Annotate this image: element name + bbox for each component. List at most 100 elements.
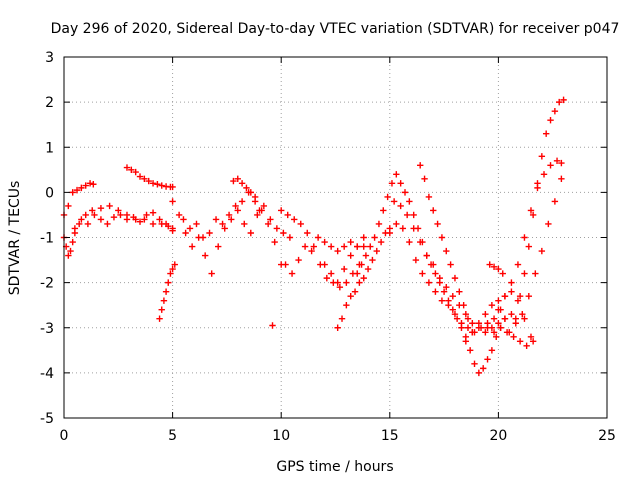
data-point bbox=[304, 229, 311, 237]
data-point bbox=[449, 306, 456, 313]
series-arc-20 bbox=[484, 324, 537, 349]
data-point bbox=[529, 338, 537, 345]
y-tick-label: -3 bbox=[40, 321, 54, 337]
series-arc-9 bbox=[269, 322, 276, 329]
data-point bbox=[558, 175, 565, 183]
data-point bbox=[464, 324, 472, 331]
series-arc-3 bbox=[71, 209, 176, 234]
data-point bbox=[508, 279, 515, 286]
data-point bbox=[525, 292, 533, 300]
data-point bbox=[484, 356, 491, 363]
data-point bbox=[158, 182, 165, 189]
data-point bbox=[419, 270, 426, 277]
data-point bbox=[501, 292, 509, 300]
data-point bbox=[97, 216, 105, 223]
data-point bbox=[490, 329, 498, 336]
data-point bbox=[73, 186, 81, 194]
data-point bbox=[78, 216, 85, 223]
data-point bbox=[343, 279, 350, 286]
data-point bbox=[399, 225, 407, 232]
data-point bbox=[219, 220, 226, 228]
data-point bbox=[167, 270, 174, 277]
data-point bbox=[360, 234, 367, 241]
data-point bbox=[466, 347, 474, 354]
data-point bbox=[421, 175, 428, 183]
y-tick-label: -4 bbox=[40, 366, 54, 382]
data-point bbox=[308, 247, 315, 255]
data-point bbox=[162, 220, 170, 228]
y-tick-label: -1 bbox=[40, 231, 54, 247]
data-point bbox=[347, 238, 354, 246]
y-tick-label: -5 bbox=[40, 411, 54, 427]
data-point bbox=[136, 173, 144, 180]
data-point bbox=[230, 177, 237, 185]
data-point bbox=[440, 288, 448, 295]
data-point bbox=[347, 292, 354, 300]
data-point bbox=[97, 204, 105, 212]
data-point bbox=[149, 209, 157, 216]
series-arc-22 bbox=[512, 96, 567, 322]
data-point bbox=[132, 168, 139, 176]
data-point bbox=[273, 225, 281, 232]
data-point bbox=[90, 181, 97, 188]
data-point bbox=[360, 274, 367, 282]
data-point bbox=[508, 311, 515, 318]
data-point bbox=[495, 265, 502, 273]
data-point bbox=[482, 329, 489, 336]
y-tick-label: 3 bbox=[45, 50, 54, 66]
data-point bbox=[169, 227, 176, 234]
y-tick-label: 2 bbox=[45, 95, 54, 111]
data-point bbox=[221, 225, 228, 232]
axis-ticks bbox=[63, 56, 608, 419]
data-point bbox=[484, 324, 491, 331]
data-point bbox=[225, 211, 233, 219]
data-point bbox=[538, 247, 546, 255]
data-point bbox=[482, 311, 489, 318]
data-point bbox=[551, 198, 559, 205]
data-point bbox=[334, 279, 341, 286]
data-point bbox=[201, 252, 209, 259]
data-point bbox=[512, 320, 519, 327]
data-point bbox=[271, 238, 278, 246]
data-point bbox=[462, 338, 470, 345]
y-tick-label: 0 bbox=[45, 185, 54, 201]
data-point bbox=[264, 220, 272, 228]
data-point bbox=[128, 166, 135, 174]
data-point bbox=[397, 202, 404, 210]
data-point bbox=[488, 301, 496, 309]
data-point bbox=[401, 189, 409, 196]
data-point bbox=[104, 220, 111, 228]
data-point bbox=[336, 283, 344, 291]
data-point bbox=[453, 315, 461, 322]
data-point bbox=[516, 338, 524, 345]
data-point bbox=[438, 297, 446, 304]
data-point bbox=[514, 297, 522, 304]
data-point bbox=[280, 229, 287, 237]
data-point bbox=[130, 213, 137, 221]
data-point bbox=[534, 180, 541, 187]
data-point bbox=[340, 265, 348, 273]
data-point bbox=[327, 270, 335, 277]
data-point bbox=[560, 96, 567, 104]
data-point bbox=[171, 261, 178, 268]
data-point bbox=[165, 279, 172, 286]
data-point bbox=[269, 322, 276, 329]
data-point bbox=[123, 164, 131, 171]
data-point bbox=[390, 198, 398, 205]
data-point bbox=[347, 252, 354, 259]
data-point bbox=[358, 261, 365, 268]
data-point bbox=[397, 180, 404, 187]
x-tick-label: 15 bbox=[381, 428, 399, 444]
data-point bbox=[451, 311, 459, 318]
data-point bbox=[451, 274, 459, 282]
data-point bbox=[295, 256, 302, 264]
data-point bbox=[475, 369, 483, 377]
data-point bbox=[521, 315, 528, 322]
data-point bbox=[488, 347, 496, 354]
data-point bbox=[540, 171, 548, 178]
data-point bbox=[310, 243, 317, 250]
data-point bbox=[69, 238, 76, 246]
data-point bbox=[291, 216, 298, 223]
data-point bbox=[551, 107, 559, 115]
